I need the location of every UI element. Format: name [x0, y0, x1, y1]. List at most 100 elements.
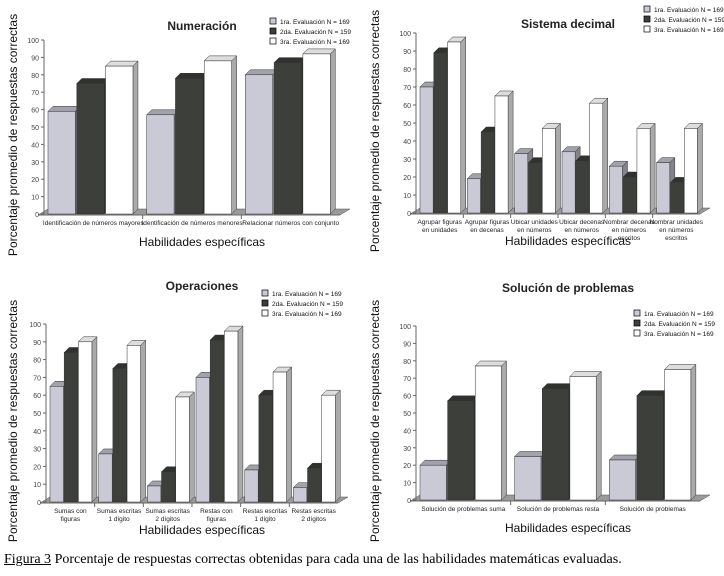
- x-tick-label: Relacionar números con conjunto: [242, 220, 339, 227]
- x-tick-label: en números: [659, 227, 694, 234]
- bar-3: [683, 122, 704, 214]
- bar-3: [302, 48, 336, 215]
- bar-front: [161, 471, 176, 503]
- bar-front: [480, 131, 495, 214]
- bar-front: [63, 352, 78, 503]
- x-tick-label: en números: [565, 227, 600, 234]
- bar-2: [76, 77, 110, 215]
- bar-3: [126, 339, 147, 503]
- bar-front: [302, 53, 331, 215]
- bar-1: [47, 105, 82, 215]
- bar-front: [467, 178, 481, 214]
- legend-label: 2da. Evaluación N = 159: [654, 17, 724, 24]
- y-tick-label: 10: [33, 482, 41, 489]
- figure-label: Figura 3: [4, 552, 52, 567]
- legend-swatch: [261, 309, 269, 317]
- y-tick-label: 70: [403, 85, 411, 92]
- x-tick-label: Sumas escritas: [145, 508, 190, 515]
- y-tick-label: 50: [33, 411, 41, 418]
- y-tick-label: 0: [407, 211, 411, 218]
- y-tick-label: 30: [403, 157, 411, 164]
- bar-front: [636, 395, 664, 501]
- bar-front: [195, 377, 210, 503]
- x-tick-label: escritos: [665, 235, 688, 242]
- bar-front: [514, 456, 542, 501]
- x-tick-label: Agrupar figuras: [465, 219, 510, 226]
- bar-side: [555, 122, 561, 214]
- bar-3: [636, 122, 656, 214]
- x-tick-label: 1 dígito: [254, 516, 276, 523]
- legend-swatch: [633, 329, 641, 337]
- bar-3: [77, 336, 98, 503]
- y-tick-label: 100: [399, 324, 411, 331]
- bar-front: [147, 485, 162, 503]
- chart-numeracion: Numeración Porcentaje promedio de respues…: [0, 0, 362, 272]
- bar-front: [447, 400, 475, 501]
- legend-label: 1ra. Evaluación N = 169: [272, 291, 342, 298]
- y-tick-label: 50: [31, 125, 39, 132]
- bar-top: [474, 360, 508, 367]
- y-tick-label: 50: [403, 121, 411, 128]
- bar-front: [542, 388, 569, 501]
- legend-swatch: [269, 27, 277, 35]
- legend-swatch: [269, 17, 277, 25]
- legend-label: 1ra. Evaluación N = 169: [280, 19, 350, 26]
- bar-top: [608, 454, 642, 461]
- bar-front: [670, 182, 684, 214]
- bar-3: [569, 370, 602, 501]
- bar-front: [447, 41, 462, 214]
- bar-front: [175, 78, 204, 215]
- bar-top: [104, 60, 139, 67]
- x-tick-label: 1 dígito: [108, 516, 130, 523]
- legend-label: 2da. Evaluación N = 159: [272, 301, 343, 308]
- chart-title: Operaciones: [166, 279, 239, 293]
- bar-1: [146, 109, 180, 215]
- y-tick-label: 90: [403, 341, 411, 348]
- legend-swatch: [261, 289, 269, 297]
- x-tick-label: Restas con: [200, 508, 233, 515]
- bar-front: [98, 453, 113, 503]
- bar-front: [105, 65, 134, 215]
- bar-2: [447, 395, 480, 501]
- y-tick-label: 90: [31, 55, 39, 62]
- x-tick-label: Ubicar unidades: [511, 219, 559, 226]
- bar-front: [664, 369, 692, 501]
- bar-2: [273, 57, 308, 215]
- legend-label: 3ra. Evaluación N = 169: [272, 311, 342, 318]
- bar-side: [595, 370, 602, 501]
- y-tick-label: 10: [31, 195, 39, 202]
- x-tick-label: en unidades: [422, 227, 458, 234]
- bar-3: [541, 122, 562, 214]
- bar-front: [209, 339, 224, 503]
- bar-side: [334, 389, 341, 503]
- bar-front: [589, 102, 604, 214]
- chart-svg: Solución de problemas Porcentaje promedio…: [368, 281, 715, 542]
- y-axis-label: Porcentaje promedio de respuestas correc…: [368, 10, 382, 252]
- bar-top: [569, 371, 602, 377]
- y-axis-label: Porcentaje promedio de respuestas correc…: [368, 300, 382, 542]
- bar-top: [663, 364, 697, 370]
- legend-label: 1ra. Evaluación N = 169: [654, 7, 724, 14]
- bar-side: [507, 90, 514, 214]
- bar-front: [49, 386, 64, 503]
- bar-3: [474, 360, 508, 501]
- legend-label: 1ra. Evaluación N = 169: [644, 311, 714, 318]
- bar-front: [684, 128, 698, 214]
- legend-swatch: [633, 319, 641, 327]
- bar-side: [91, 336, 98, 503]
- bar-side: [231, 55, 237, 215]
- bar-front: [224, 330, 239, 503]
- legend-swatch: [269, 37, 277, 45]
- bar-top: [174, 73, 209, 79]
- bar-front: [78, 341, 93, 503]
- bar-front: [419, 86, 434, 214]
- y-tick-label: 40: [31, 142, 39, 149]
- bar-top: [447, 395, 480, 402]
- bar-1: [244, 69, 279, 215]
- bar-front: [321, 394, 336, 503]
- y-tick-label: 20: [403, 175, 411, 182]
- x-tick-label: Agrupar figuras: [417, 219, 462, 226]
- bar-front: [542, 128, 556, 214]
- x-tick-label: 2 dígitos: [155, 516, 180, 523]
- bar-3: [104, 60, 139, 215]
